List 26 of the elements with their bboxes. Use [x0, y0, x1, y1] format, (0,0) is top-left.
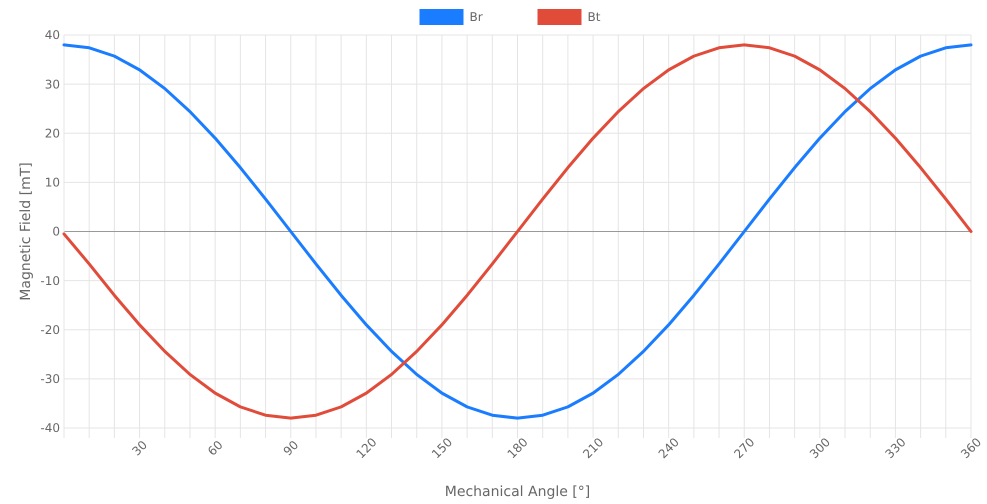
y-tick-label: 20 — [44, 126, 60, 140]
x-tick-label: 270 — [731, 435, 758, 462]
x-tick-label: 240 — [656, 435, 682, 462]
x-tick-label: 360 — [958, 435, 984, 462]
legend-label: Bt — [588, 10, 601, 24]
y-tick-label: 40 — [44, 28, 60, 42]
x-tick-label: 180 — [504, 435, 531, 462]
line-series — [62, 43, 972, 420]
x-tick-label: 150 — [429, 435, 456, 462]
legend-label: Br — [470, 10, 483, 24]
y-tick-label: -20 — [40, 322, 60, 337]
x-tick-label: 300 — [806, 435, 834, 462]
x-tick-label: 210 — [580, 435, 606, 462]
x-axis-title: Mechanical Angle [°] — [444, 484, 590, 500]
y-tick-label: 30 — [44, 77, 60, 92]
y-tick-label: 10 — [44, 176, 60, 190]
y-tick-label: -40 — [40, 421, 60, 436]
y-axis-title: Magnetic Field [mT] — [18, 162, 34, 301]
y-tick-label: -30 — [40, 372, 60, 386]
y-tick-label: -10 — [40, 274, 60, 288]
x-tick-label: 30 — [129, 438, 150, 458]
x-tick-label: 90 — [280, 438, 302, 458]
x-tick-label: 60 — [204, 438, 226, 458]
x-tick-label: 330 — [882, 435, 909, 462]
y-tick-label: 0 — [52, 224, 60, 239]
x-tick-label: 120 — [353, 435, 380, 462]
